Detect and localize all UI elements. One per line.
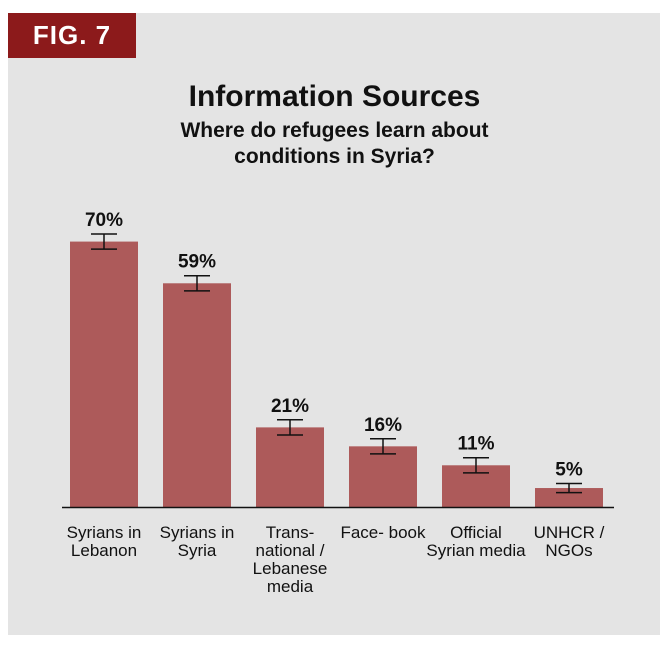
bar (70, 241, 138, 508)
figure-label: FIG. 7 (8, 13, 136, 58)
data-label: 21% (271, 396, 309, 417)
category-label: Official Syrian media (426, 523, 526, 560)
category-label: Syrians in Lebanon (66, 523, 142, 560)
bar (256, 427, 324, 507)
chart-subtitle: Where do refugees learn about conditions… (180, 119, 489, 168)
data-label: 16% (364, 415, 402, 436)
category-label: Trans- national / Lebanese media (252, 523, 328, 596)
data-label: 11% (458, 434, 495, 455)
category-label: Syrians in Syria (159, 523, 235, 560)
data-label: 59% (178, 252, 216, 273)
data-label: 5% (555, 459, 583, 480)
data-label: 70% (85, 210, 123, 231)
bar (535, 488, 603, 507)
bar (349, 446, 417, 507)
category-label: UNHCR / NGOs (533, 523, 605, 560)
chart-title: Information Sources (188, 80, 481, 113)
category-label: Face- book (340, 523, 426, 542)
bar (163, 283, 231, 507)
